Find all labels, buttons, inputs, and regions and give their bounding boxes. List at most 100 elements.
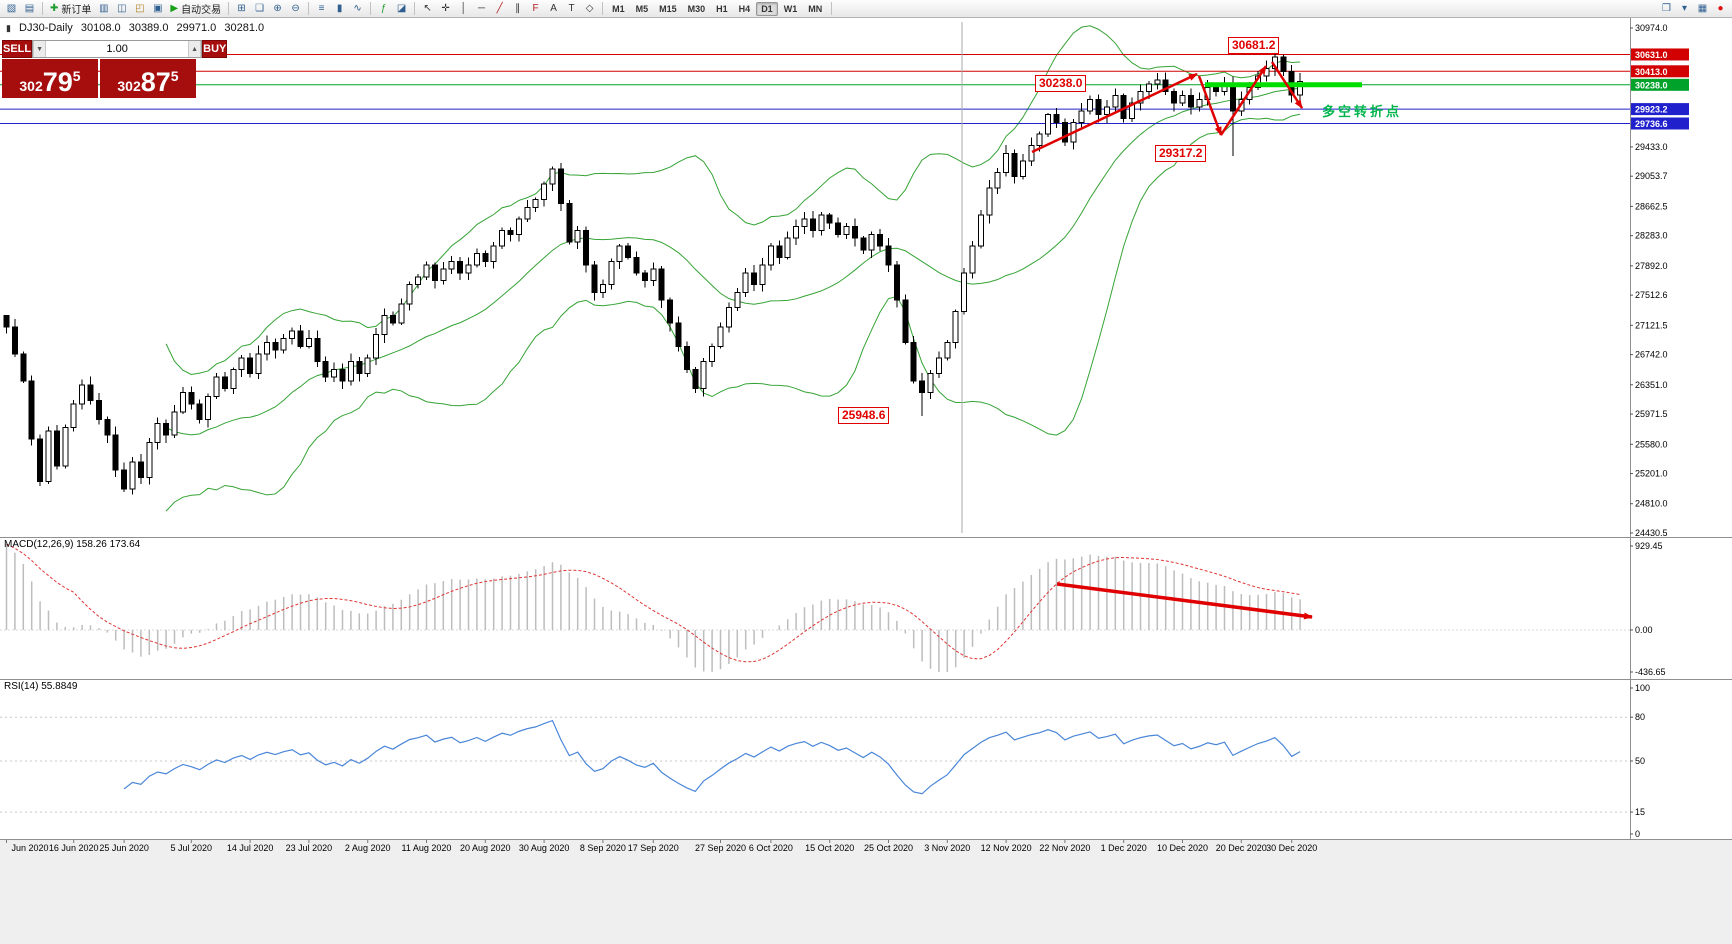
data-window-icon[interactable]: ◫: [113, 1, 130, 16]
sell-price-display[interactable]: 302 79 5: [2, 59, 98, 98]
cascade-windows-icon[interactable]: ❏: [251, 1, 268, 16]
text-icon[interactable]: A: [545, 1, 562, 16]
toolbar-separator: [308, 2, 310, 15]
buy-price-big: 87: [140, 67, 171, 98]
chart-icon: ▮: [6, 23, 11, 33]
sell-price-big: 79: [42, 67, 73, 98]
toolbar-separator: [414, 2, 416, 15]
auto-trading-button[interactable]: ▶ 自动交易: [167, 1, 224, 16]
zoom-out-icon[interactable]: ⊖: [287, 1, 304, 16]
rsi-indicator-label: RSI(14) 55.8849: [4, 681, 78, 692]
terminal-icon[interactable]: ▣: [149, 1, 166, 16]
cursor-icon[interactable]: ↖: [419, 1, 436, 16]
timeframe-h4[interactable]: H4: [738, 3, 751, 14]
horizontal-line-icon-glyph: ─: [478, 2, 486, 14]
new-chart-icon[interactable]: ▧: [3, 1, 20, 16]
timeframe-mn[interactable]: MN: [808, 3, 823, 14]
timeframe-m1[interactable]: M1: [612, 3, 625, 14]
new-order-button[interactable]: ✚ 新订单: [47, 1, 94, 16]
vertical-line-icon[interactable]: │: [455, 1, 472, 16]
chart-plot[interactable]: [0, 18, 1732, 537]
navigator-icon-glyph: ◰: [135, 2, 145, 14]
price-callout[interactable]: 30238.0: [1035, 75, 1087, 92]
notification-badge-glyph: ●: [1717, 2, 1724, 14]
line-chart-icon[interactable]: ∿: [349, 1, 366, 16]
price-axis-separator: [1630, 18, 1631, 839]
profiles-icon-glyph: ▤: [24, 2, 35, 14]
toolbar-separator: [602, 2, 604, 15]
trendline-icon-glyph: ╱: [496, 2, 503, 14]
macd-panel[interactable]: [0, 537, 1732, 679]
channel-icon-glyph: ∥: [515, 2, 521, 14]
notification-badge[interactable]: ●: [1712, 1, 1729, 16]
label-icon-glyph: T: [568, 2, 575, 14]
toolbar-separator: [228, 2, 230, 15]
new-order-button-label: 新订单: [61, 5, 92, 16]
window-arrange-icon[interactable]: ❒: [1658, 1, 1675, 16]
time-axis-area[interactable]: [0, 839, 1732, 944]
crosshair-icon[interactable]: ✛: [437, 1, 454, 16]
shapes-icon-glyph: ◇: [585, 2, 594, 14]
price-callout[interactable]: 30681.2: [1228, 37, 1280, 54]
volume-decrease-button[interactable]: ▼: [33, 41, 47, 57]
rsi-panel[interactable]: [0, 679, 1732, 839]
vertical-line-icon-glyph: │: [460, 2, 467, 14]
bar-chart-icon-glyph: ≡: [318, 2, 325, 14]
profiles-icon[interactable]: ▤: [21, 1, 38, 16]
templates-icon-glyph: ◪: [396, 2, 407, 14]
chart-title: ▮ DJ30-Daily 30108.0 30389.0 29971.0 302…: [6, 22, 269, 34]
auto-trading-button-label: 自动交易: [181, 5, 222, 16]
indicators-icon[interactable]: ƒ: [375, 1, 392, 16]
volume-input[interactable]: [46, 41, 189, 57]
zoom-in-icon-glyph: ⊕: [273, 2, 282, 14]
chart-dropdown-icon-glyph: ▾: [1681, 2, 1688, 14]
tile-windows-icon-glyph: ⊞: [237, 2, 246, 14]
ohlc-low: 29971.0: [176, 22, 217, 34]
buy-price-display[interactable]: 302 87 5: [100, 59, 196, 98]
timeframe-m15[interactable]: M15: [659, 3, 677, 14]
navigator-icon[interactable]: ◰: [131, 1, 148, 16]
horizontal-line-icon[interactable]: ─: [473, 1, 490, 16]
timeframe-h1[interactable]: H1: [716, 3, 728, 14]
window-arrange-icon-glyph: ❒: [1662, 2, 1671, 14]
chart-dropdown-icon[interactable]: ▾: [1676, 1, 1693, 16]
market-watch-icon-glyph: ▥: [99, 2, 109, 14]
chart-grid-icon-glyph: ▦: [1697, 2, 1708, 14]
zoom-in-icon[interactable]: ⊕: [269, 1, 286, 16]
timeframe-w1[interactable]: W1: [783, 3, 798, 14]
candlestick-chart-icon[interactable]: ▮: [331, 1, 348, 16]
sell-button[interactable]: SELL: [2, 40, 33, 58]
ohlc-open: 30108.0: [80, 22, 121, 34]
data-window-icon-glyph: ◫: [117, 2, 127, 14]
volume-increase-button[interactable]: ▲: [188, 41, 202, 57]
turning-point-annotation[interactable]: 多空转折点: [1322, 104, 1403, 119]
chart-symbol-period: DJ30-Daily: [19, 22, 73, 34]
toolbar-separator: [370, 2, 372, 15]
tile-windows-icon[interactable]: ⊞: [233, 1, 250, 16]
text-icon-glyph: A: [550, 2, 557, 14]
sell-price-sup: 5: [72, 68, 81, 84]
templates-icon[interactable]: ◪: [393, 1, 410, 16]
channel-icon[interactable]: ∥: [509, 1, 526, 16]
timeframe-d1[interactable]: D1: [756, 1, 778, 16]
new-chart-icon-glyph: ▧: [6, 2, 17, 14]
price-callout[interactable]: 29317.2: [1155, 145, 1207, 162]
buy-price-sup: 5: [170, 68, 179, 84]
market-watch-icon[interactable]: ▥: [95, 1, 112, 16]
timeframe-m30[interactable]: M30: [687, 3, 706, 14]
buy-button[interactable]: BUY: [202, 40, 228, 58]
timeframe-m5[interactable]: M5: [635, 3, 649, 14]
trendline-icon[interactable]: ╱: [491, 1, 508, 16]
terminal-icon-glyph: ▣: [153, 2, 163, 14]
fibonacci-icon[interactable]: F: [527, 1, 544, 16]
label-icon[interactable]: T: [563, 1, 580, 16]
new-order-glyph: ✚: [50, 2, 59, 14]
price-axis[interactable]: [1631, 18, 1732, 839]
shapes-icon[interactable]: ◇: [581, 1, 598, 16]
volume-field: ▼ ▲: [32, 40, 203, 58]
price-callout[interactable]: 25948.6: [838, 407, 890, 424]
bar-chart-icon[interactable]: ≡: [313, 1, 330, 16]
chart-grid-icon[interactable]: ▦: [1694, 1, 1711, 16]
cursor-icon-glyph: ↖: [423, 2, 432, 14]
